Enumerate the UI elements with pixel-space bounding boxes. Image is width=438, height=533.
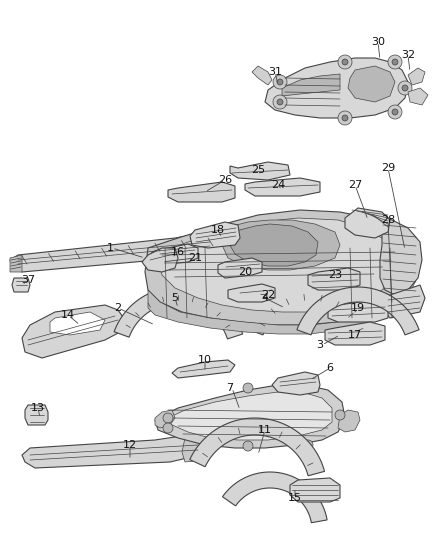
Polygon shape (182, 438, 208, 462)
Polygon shape (155, 410, 175, 428)
Polygon shape (338, 410, 360, 432)
Text: 2: 2 (114, 303, 122, 313)
Circle shape (338, 55, 352, 69)
Text: 12: 12 (123, 440, 137, 450)
Polygon shape (142, 248, 178, 272)
Text: 13: 13 (31, 403, 45, 413)
Text: 31: 31 (268, 67, 282, 77)
Circle shape (163, 423, 173, 433)
Text: 3: 3 (317, 340, 324, 350)
Polygon shape (408, 88, 428, 105)
Polygon shape (325, 322, 385, 345)
Circle shape (303, 440, 313, 450)
Polygon shape (297, 287, 419, 335)
Circle shape (388, 55, 402, 69)
Polygon shape (228, 224, 318, 266)
Polygon shape (145, 210, 418, 325)
Text: 10: 10 (198, 355, 212, 365)
Circle shape (335, 410, 345, 420)
Text: 14: 14 (61, 310, 75, 320)
Polygon shape (190, 222, 240, 248)
Text: 18: 18 (211, 225, 225, 235)
Text: 1: 1 (106, 243, 113, 253)
Text: 22: 22 (261, 290, 275, 300)
Circle shape (273, 75, 287, 89)
Polygon shape (152, 244, 198, 265)
Polygon shape (218, 258, 262, 278)
Circle shape (243, 441, 253, 451)
Circle shape (342, 115, 348, 121)
Text: 19: 19 (351, 303, 365, 313)
Text: 15: 15 (288, 493, 302, 503)
Circle shape (273, 95, 287, 109)
Polygon shape (223, 472, 327, 523)
Polygon shape (10, 255, 22, 272)
Polygon shape (228, 284, 275, 302)
Text: 28: 28 (381, 215, 395, 225)
Polygon shape (25, 405, 48, 425)
Text: 26: 26 (218, 175, 232, 185)
Circle shape (392, 59, 398, 65)
Polygon shape (308, 268, 360, 290)
Circle shape (163, 413, 173, 423)
Text: 20: 20 (238, 267, 252, 277)
Polygon shape (245, 178, 320, 196)
Polygon shape (252, 66, 272, 85)
Circle shape (277, 79, 283, 85)
Circle shape (402, 85, 408, 91)
Circle shape (243, 383, 253, 393)
Polygon shape (345, 208, 390, 238)
Circle shape (398, 81, 412, 95)
Polygon shape (50, 312, 105, 335)
Text: 32: 32 (401, 50, 415, 60)
Text: 29: 29 (381, 163, 395, 173)
Circle shape (277, 99, 283, 105)
Circle shape (342, 59, 348, 65)
Text: 17: 17 (348, 330, 362, 340)
Polygon shape (168, 182, 235, 202)
Polygon shape (290, 478, 340, 502)
Polygon shape (172, 278, 198, 296)
Polygon shape (382, 285, 425, 318)
Text: 25: 25 (251, 165, 265, 175)
Circle shape (338, 111, 352, 125)
Text: 16: 16 (171, 247, 185, 257)
Text: 37: 37 (21, 275, 35, 285)
Text: 27: 27 (348, 180, 362, 190)
Polygon shape (155, 385, 345, 448)
Polygon shape (190, 418, 325, 476)
Polygon shape (168, 392, 332, 440)
Text: 11: 11 (258, 425, 272, 435)
Text: 30: 30 (371, 37, 385, 47)
Polygon shape (22, 435, 205, 468)
Circle shape (392, 109, 398, 115)
Polygon shape (148, 278, 415, 334)
Text: 4: 4 (261, 293, 268, 303)
Polygon shape (282, 74, 340, 96)
Polygon shape (158, 218, 398, 312)
Polygon shape (10, 232, 225, 272)
Polygon shape (230, 162, 290, 180)
Polygon shape (22, 305, 125, 358)
Circle shape (303, 383, 313, 393)
Text: 24: 24 (271, 180, 285, 190)
Polygon shape (272, 372, 320, 395)
Text: 21: 21 (188, 253, 202, 263)
Polygon shape (380, 215, 422, 295)
Polygon shape (12, 278, 30, 292)
Polygon shape (348, 66, 395, 102)
Polygon shape (222, 220, 340, 270)
Text: 6: 6 (326, 363, 333, 373)
Polygon shape (408, 68, 425, 85)
Circle shape (388, 105, 402, 119)
Polygon shape (114, 287, 243, 339)
Polygon shape (158, 290, 190, 312)
Polygon shape (328, 300, 388, 322)
Polygon shape (172, 360, 235, 378)
Text: 7: 7 (226, 383, 233, 393)
Polygon shape (249, 287, 371, 335)
Text: 23: 23 (328, 270, 342, 280)
Text: 5: 5 (172, 293, 179, 303)
Polygon shape (265, 58, 408, 118)
